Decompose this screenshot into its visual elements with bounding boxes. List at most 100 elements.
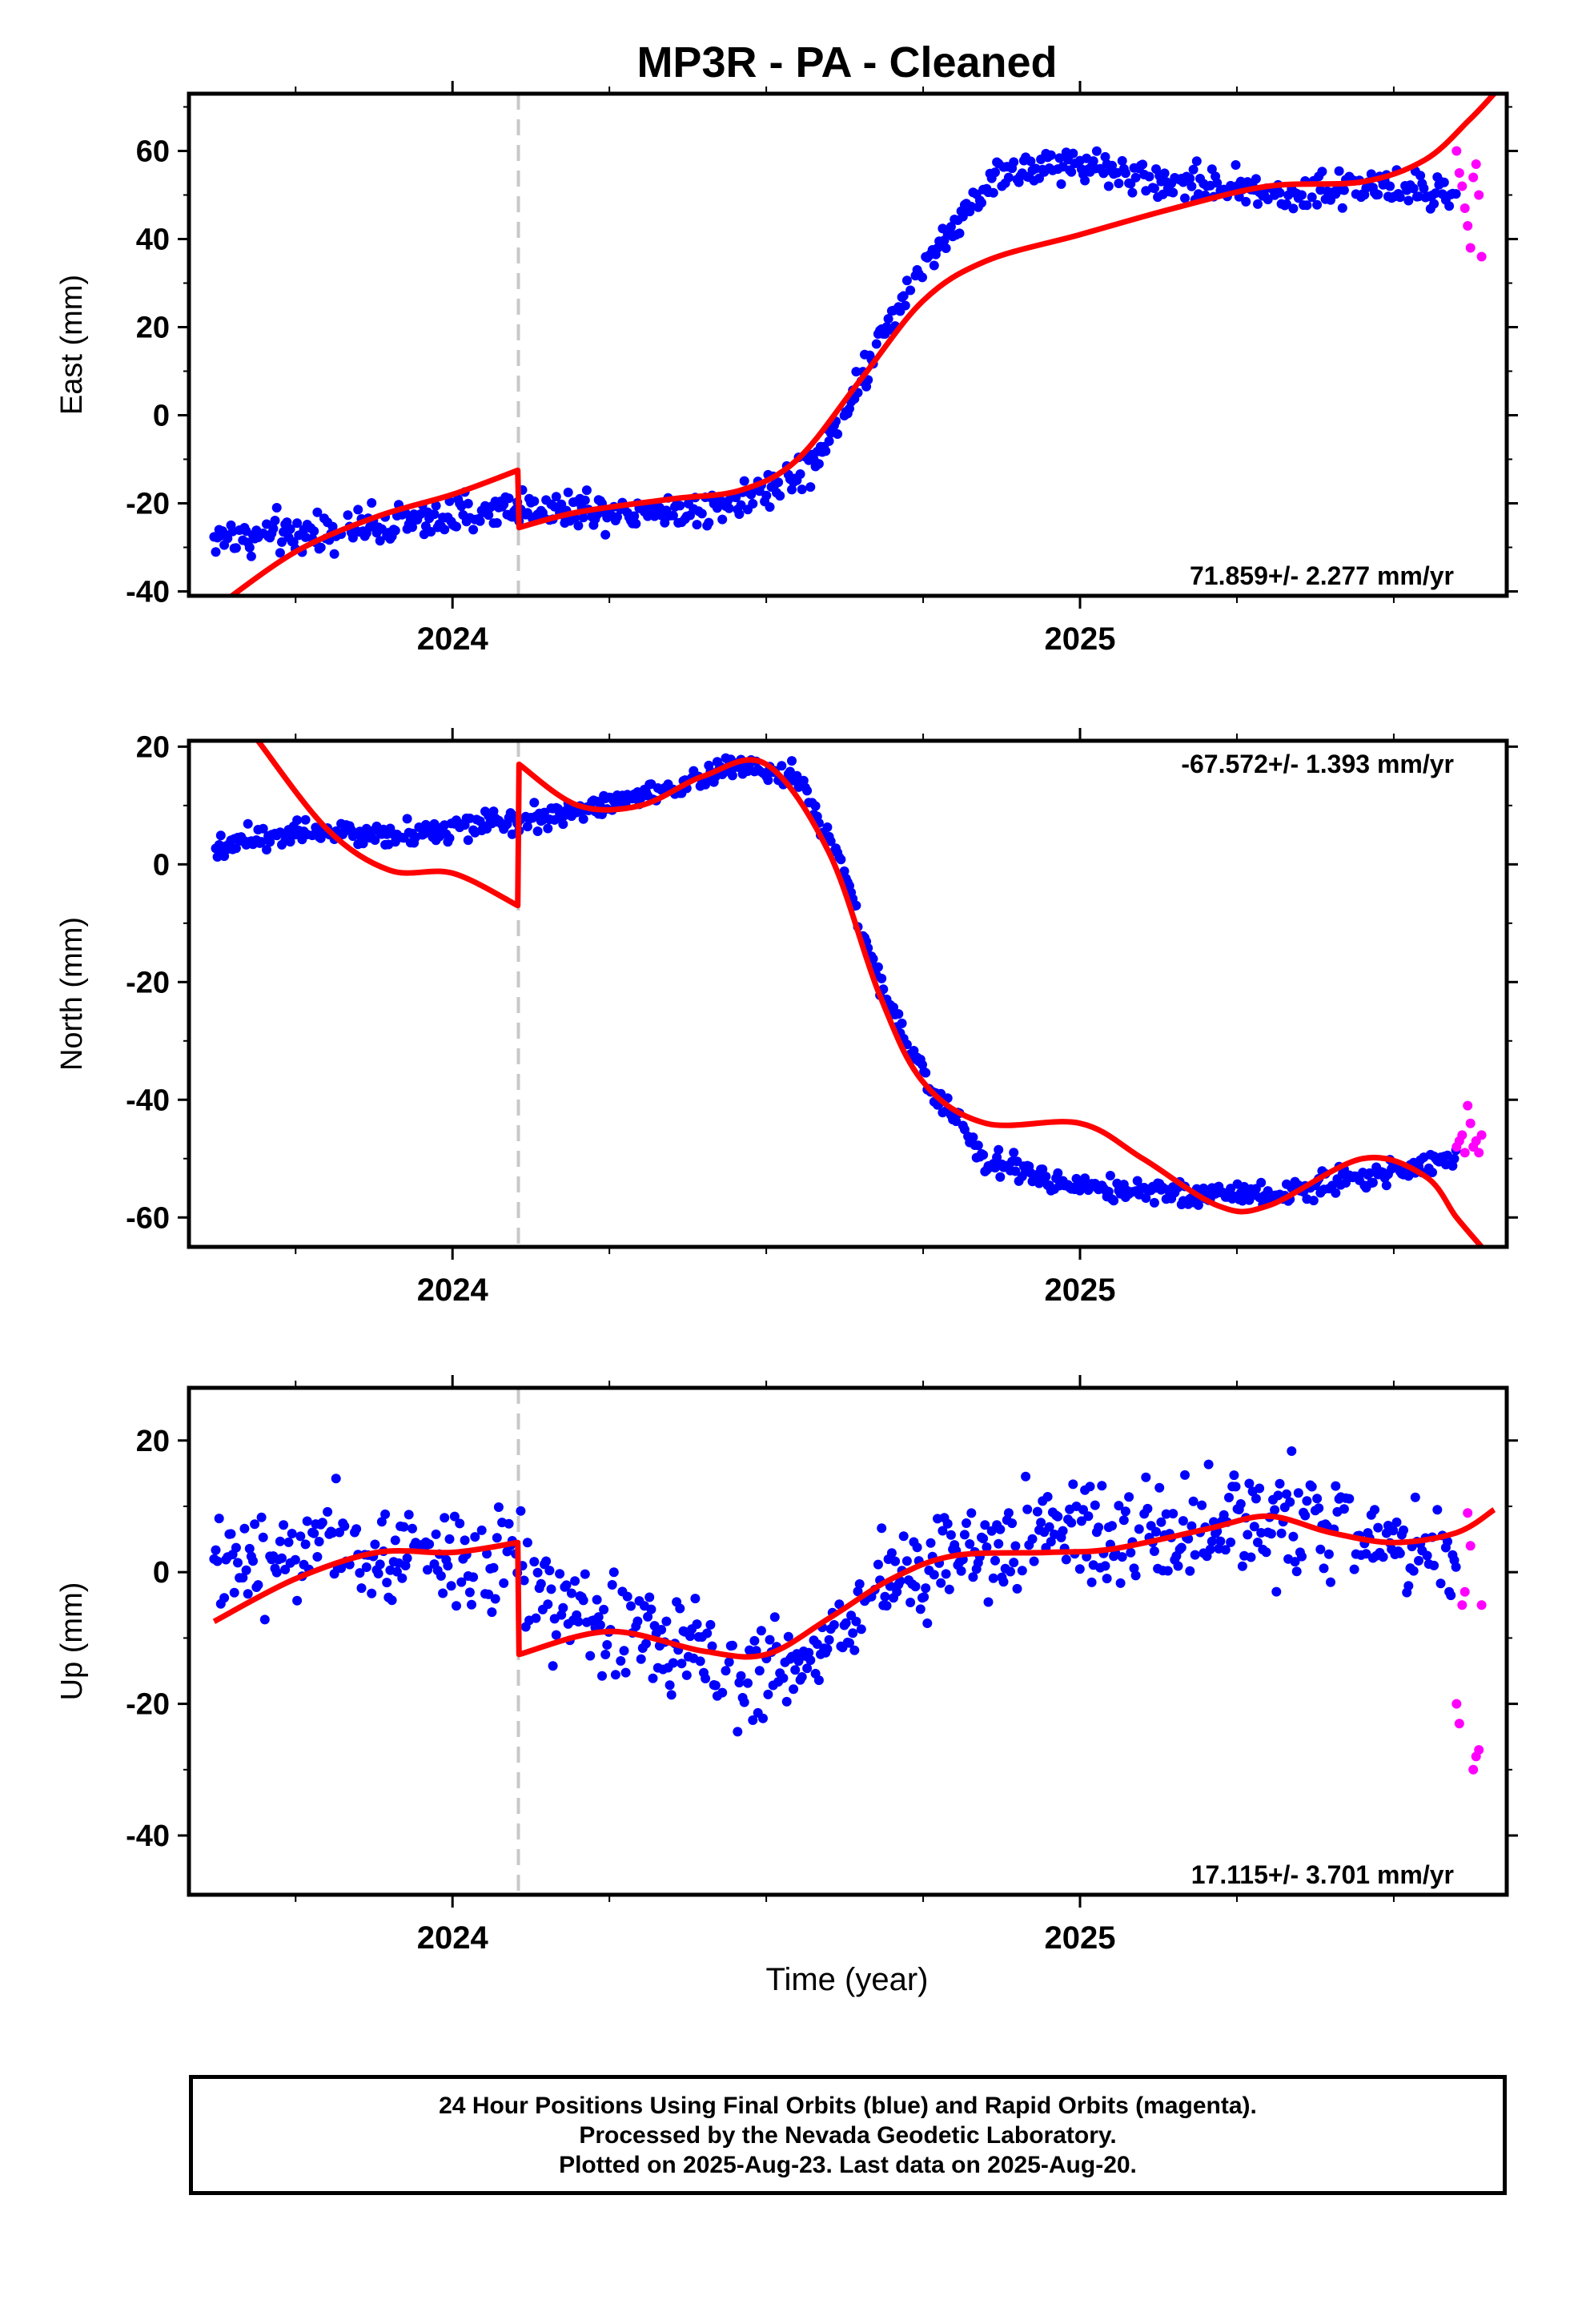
final-orbit-point — [1038, 1164, 1048, 1175]
final-orbit-point — [250, 1519, 260, 1530]
final-orbit-point — [697, 509, 707, 519]
final-orbit-point — [391, 1566, 402, 1577]
final-orbit-point — [1053, 1168, 1063, 1178]
final-orbit-point — [1370, 1505, 1379, 1515]
final-orbit-point — [402, 1553, 412, 1563]
final-orbit-point — [1408, 183, 1419, 194]
final-orbit-point — [1315, 1544, 1326, 1554]
final-orbit-point — [246, 551, 256, 561]
final-orbit-point — [446, 1581, 456, 1591]
final-orbit-point — [626, 1601, 636, 1611]
final-orbit-point — [829, 1620, 839, 1630]
final-orbit-point — [440, 525, 450, 535]
final-orbit-point — [1107, 160, 1117, 171]
final-orbit-point — [1009, 1558, 1019, 1568]
final-orbit-point — [314, 1537, 324, 1546]
final-orbit-point — [285, 524, 295, 534]
final-orbit-point — [1117, 155, 1127, 166]
final-orbit-point — [1439, 177, 1449, 187]
final-orbit-point — [536, 1578, 546, 1589]
final-orbit-point — [1103, 1187, 1114, 1196]
final-orbit-point — [692, 520, 702, 530]
final-orbit-point — [710, 1680, 721, 1691]
final-orbit-point — [871, 339, 881, 349]
final-orbit-point — [612, 512, 622, 522]
final-orbit-point — [531, 1613, 541, 1623]
final-orbit-point — [1102, 1574, 1112, 1584]
final-orbit-point — [942, 1518, 953, 1529]
final-orbit-point — [327, 1528, 338, 1538]
final-orbit-point — [1302, 200, 1312, 211]
final-orbit-point — [1307, 1482, 1317, 1492]
final-orbit-point — [544, 1566, 555, 1576]
final-orbit-point — [848, 1628, 858, 1638]
final-orbit-point — [1185, 173, 1195, 183]
final-orbit-point — [1391, 1517, 1402, 1527]
final-orbit-point — [929, 260, 939, 271]
final-orbit-point — [877, 973, 887, 983]
y-tick-label: 60 — [136, 135, 170, 169]
final-orbit-point — [275, 548, 285, 558]
final-orbit-point — [758, 1713, 768, 1723]
final-orbit-point — [743, 1678, 753, 1688]
final-orbit-point — [241, 1565, 251, 1575]
final-orbit-point — [1068, 148, 1078, 159]
final-orbit-point — [1237, 1561, 1247, 1571]
final-orbit-point — [988, 187, 998, 198]
final-orbit-point — [994, 1538, 1004, 1549]
final-orbit-point — [426, 527, 436, 537]
final-orbit-point — [231, 843, 241, 854]
final-orbit-point — [810, 801, 821, 811]
figure-title: MP3R - PA - Cleaned — [636, 38, 1057, 86]
final-orbit-point — [1012, 1156, 1022, 1167]
final-orbit-point — [886, 1548, 897, 1558]
final-orbit-point — [1307, 192, 1317, 203]
final-orbit-point — [358, 838, 368, 849]
final-orbit-point — [1302, 1496, 1312, 1506]
final-orbit-point — [295, 1531, 306, 1542]
final-orbit-point — [490, 1594, 500, 1604]
final-orbit-point — [343, 510, 353, 521]
final-orbit-point — [675, 1603, 685, 1614]
final-orbit-point — [1288, 1531, 1299, 1542]
final-orbit-point — [1193, 1200, 1203, 1210]
final-orbit-point — [253, 1580, 263, 1590]
final-orbit-point — [309, 1528, 319, 1538]
final-orbit-point — [1191, 156, 1202, 167]
final-orbit-point — [1203, 1459, 1214, 1470]
final-orbit-point — [1009, 157, 1019, 167]
final-orbit-point — [1197, 1500, 1207, 1510]
final-orbit-point — [1249, 1522, 1259, 1532]
final-orbit-point — [681, 1670, 692, 1680]
final-orbit-point — [802, 786, 813, 796]
final-orbit-point — [873, 962, 883, 972]
final-orbit-point — [797, 485, 807, 495]
final-orbit-point — [275, 1536, 285, 1546]
final-orbit-point — [1276, 1528, 1287, 1538]
final-orbit-point — [990, 167, 1000, 178]
final-orbit-point — [1068, 1479, 1078, 1490]
final-orbit-point — [555, 1569, 565, 1579]
final-orbit-point — [1334, 166, 1344, 176]
final-orbit-point — [1185, 1566, 1195, 1576]
final-orbit-point — [468, 525, 479, 535]
final-orbit-point — [1224, 1493, 1234, 1502]
model-fit-curve — [227, 94, 1496, 596]
final-orbit-point — [367, 1588, 377, 1598]
plot-area — [209, 94, 1496, 596]
final-orbit-point — [1261, 1547, 1271, 1558]
rapid-orbit-point — [1476, 1600, 1487, 1610]
final-orbit-point — [790, 1665, 801, 1675]
final-orbit-point — [944, 1584, 954, 1594]
final-orbit-point — [1180, 193, 1190, 203]
final-orbit-point — [248, 1556, 258, 1566]
final-orbit-point — [912, 1542, 922, 1553]
final-orbit-point — [644, 1592, 655, 1602]
final-orbit-point — [292, 518, 303, 529]
final-orbit-point — [990, 1555, 1000, 1566]
final-orbit-point — [1114, 179, 1124, 188]
final-orbit-point — [223, 533, 233, 544]
final-orbit-point — [958, 211, 968, 222]
x-axis-label: Time (year) — [766, 1962, 929, 1997]
final-orbit-point — [431, 1529, 441, 1539]
